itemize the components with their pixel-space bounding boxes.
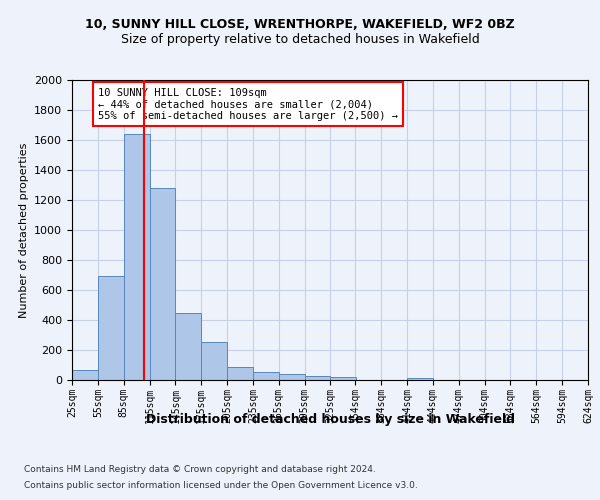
Text: Size of property relative to detached houses in Wakefield: Size of property relative to detached ho… bbox=[121, 32, 479, 46]
Bar bbox=[124, 134, 149, 380]
Text: Distribution of detached houses by size in Wakefield: Distribution of detached houses by size … bbox=[146, 412, 515, 426]
Bar bbox=[98, 276, 124, 380]
Y-axis label: Number of detached properties: Number of detached properties bbox=[19, 142, 29, 318]
Bar bbox=[305, 376, 331, 380]
Bar bbox=[175, 313, 201, 380]
Text: Contains HM Land Registry data © Crown copyright and database right 2024.: Contains HM Land Registry data © Crown c… bbox=[24, 466, 376, 474]
Text: 10 SUNNY HILL CLOSE: 109sqm
← 44% of detached houses are smaller (2,004)
55% of : 10 SUNNY HILL CLOSE: 109sqm ← 44% of det… bbox=[98, 88, 398, 120]
Bar bbox=[253, 372, 279, 380]
Bar bbox=[279, 374, 305, 380]
Bar bbox=[331, 377, 356, 380]
Bar bbox=[407, 378, 433, 380]
Text: Contains public sector information licensed under the Open Government Licence v3: Contains public sector information licen… bbox=[24, 480, 418, 490]
Bar bbox=[72, 370, 98, 380]
Bar bbox=[227, 366, 253, 380]
Bar bbox=[201, 342, 227, 380]
Text: 10, SUNNY HILL CLOSE, WRENTHORPE, WAKEFIELD, WF2 0BZ: 10, SUNNY HILL CLOSE, WRENTHORPE, WAKEFI… bbox=[85, 18, 515, 30]
Bar bbox=[149, 188, 175, 380]
